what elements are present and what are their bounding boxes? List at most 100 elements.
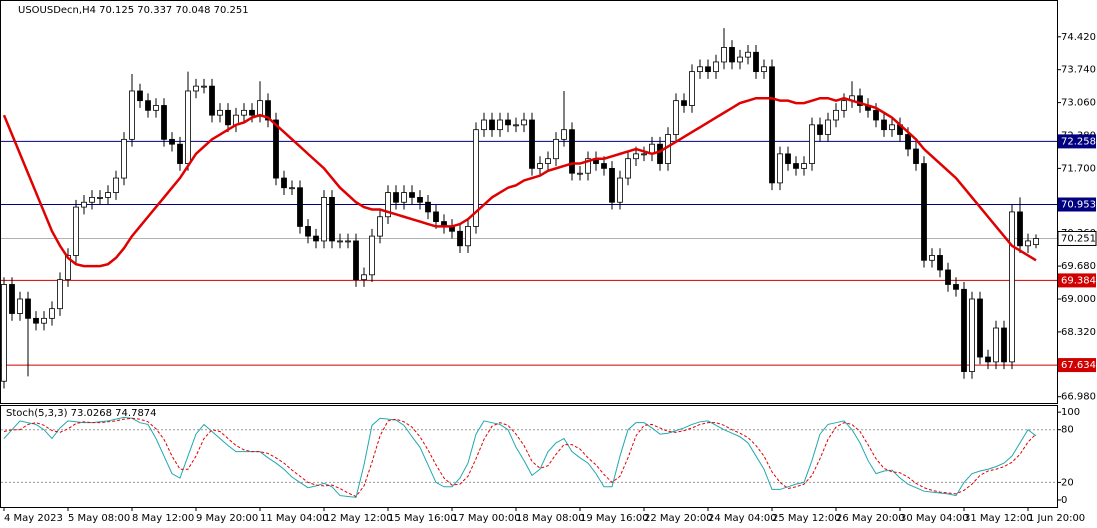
candle-body	[281, 177, 287, 189]
candle-body	[985, 356, 991, 363]
level-label-box	[1058, 273, 1096, 288]
x-tick-label: 24 May 04:00	[708, 513, 777, 524]
candle-body	[913, 148, 919, 164]
x-tick-label: 30 May 04:00	[900, 513, 969, 524]
candle-body	[825, 119, 831, 135]
candle-body	[257, 100, 263, 116]
candle-body	[713, 61, 719, 73]
candle-body	[457, 230, 463, 247]
candle-body	[145, 100, 151, 111]
candle-body	[521, 119, 527, 126]
candle-body	[121, 138, 127, 179]
candle-body	[961, 288, 967, 372]
candle-body	[641, 153, 647, 156]
candle-body	[633, 153, 639, 160]
candle-body	[601, 163, 607, 169]
candle-body	[761, 66, 767, 73]
candle-body	[153, 105, 159, 111]
candle-body	[481, 119, 487, 131]
candle-body	[25, 298, 31, 319]
candle-body	[209, 85, 215, 116]
candle-body	[113, 177, 119, 193]
x-tick-label: 8 May 12:00	[132, 513, 194, 524]
candle-body	[617, 177, 623, 203]
candle-body	[657, 143, 663, 164]
candle-body	[529, 119, 535, 169]
x-tick-label: 18 May 08:00	[516, 513, 585, 524]
candle-body	[225, 109, 231, 126]
candle-body	[329, 197, 335, 242]
y-tick-label: 73.060	[1061, 98, 1096, 109]
candle-body	[297, 187, 303, 227]
candle-body	[497, 119, 503, 131]
candle-body	[977, 298, 983, 358]
stoch-tick-label: 0	[1061, 495, 1067, 506]
candle-body	[585, 158, 591, 174]
candle-body	[377, 216, 383, 237]
x-tick-label: 1 Jun 20:00	[1028, 513, 1085, 524]
level-label: 72.258	[1061, 136, 1096, 147]
stoch-tick-label: 100	[1061, 407, 1080, 418]
candle-body	[817, 124, 823, 135]
candle-body	[673, 100, 679, 135]
level-label-box	[1058, 358, 1096, 373]
candle-body	[265, 100, 271, 121]
moving-average	[2, 96, 1037, 268]
last-price-label: 70.251	[1061, 233, 1096, 244]
candle-body	[345, 240, 351, 243]
candle-body	[433, 211, 439, 222]
candle-body	[769, 66, 775, 184]
candle-body	[809, 124, 815, 164]
candle-body	[545, 158, 551, 164]
candle-body	[753, 51, 759, 73]
candle-body	[41, 317, 47, 324]
candle-body	[793, 163, 799, 169]
candle-body	[873, 109, 879, 121]
candle-body	[321, 197, 327, 242]
candle-body	[9, 284, 15, 314]
candle-body	[697, 66, 703, 73]
stoch-title: Stoch(5,3,3) 73.0268 74.7874	[6, 408, 157, 419]
candle-body	[921, 163, 927, 261]
candle-body	[969, 298, 975, 372]
candle-body	[105, 192, 111, 198]
candle-body	[1, 284, 7, 382]
candle-body	[705, 66, 711, 73]
chart-title: USOUSDecn,H4 70.125 70.337 70.048 70.251	[18, 5, 249, 16]
candle-body	[1033, 238, 1039, 245]
candle-body	[561, 129, 567, 140]
stoch-tick-label: 20	[1061, 477, 1074, 488]
candle-body	[361, 274, 367, 281]
candle-body	[905, 134, 911, 150]
x-tick-label: 19 May 16:00	[580, 513, 649, 524]
candle-body	[17, 298, 23, 314]
candle-body	[721, 47, 727, 63]
level-label-box	[1058, 197, 1096, 212]
candle-body	[857, 95, 863, 106]
candle-body	[1009, 211, 1015, 363]
x-tick-label: 31 May 12:00	[964, 513, 1033, 524]
stoch-signal	[3, 417, 1037, 498]
candle-body	[929, 255, 935, 261]
y-tick-label: 69.000	[1061, 294, 1096, 305]
x-tick-label: 12 May 12:00	[324, 513, 393, 524]
x-tick-label: 5 May 08:00	[68, 513, 130, 524]
candle-body	[241, 109, 247, 116]
candle-body	[745, 51, 751, 58]
candle-body	[129, 90, 135, 140]
candle-body	[289, 187, 295, 190]
candle-body	[1001, 327, 1007, 363]
candle-body	[89, 197, 95, 203]
x-tick-label: 17 May 00:00	[452, 513, 521, 524]
x-tick-label: 4 May 2023	[4, 513, 63, 524]
candle-body	[193, 85, 199, 92]
stoch-panel	[0, 405, 1058, 508]
x-tick-label: 26 May 20:00	[836, 513, 905, 524]
candle-body	[609, 167, 615, 203]
candle-body	[313, 235, 319, 242]
candle-body	[937, 255, 943, 271]
candle-body	[689, 71, 695, 106]
candle-body	[273, 119, 279, 179]
candle-body	[185, 90, 191, 164]
